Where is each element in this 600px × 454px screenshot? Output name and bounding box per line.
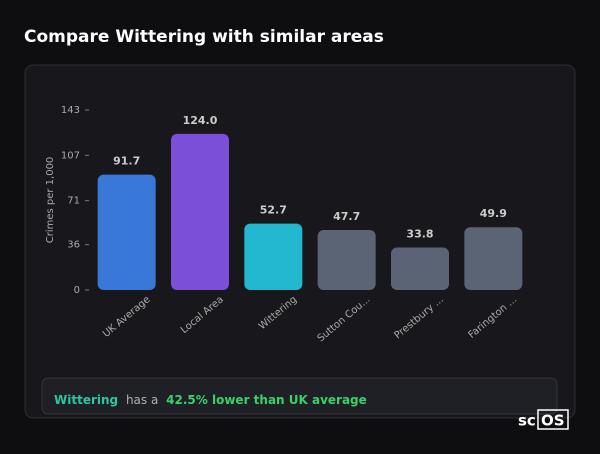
logo-suffix: OS [541, 412, 565, 430]
value-label: 91.7 [113, 155, 140, 168]
value-label: 124.0 [183, 114, 218, 127]
page-title: Compare Wittering with similar areas [24, 27, 384, 47]
bar [244, 223, 303, 290]
value-label: 47.7 [333, 210, 360, 223]
bar [97, 174, 156, 290]
value-label: 52.7 [260, 204, 287, 217]
insight-area: Wittering [54, 393, 118, 407]
y-tick-label: 107 [61, 150, 80, 161]
y-tick-label: 36 [67, 240, 80, 251]
value-label: 49.9 [480, 207, 507, 220]
value-label: 33.8 [406, 227, 433, 240]
bar [391, 247, 449, 290]
logo-prefix: sc [518, 412, 536, 430]
y-tick-label: 143 [61, 105, 80, 116]
bar [464, 227, 523, 290]
bar [317, 229, 376, 290]
insight: Wittering has a 42.5% lower than UK aver… [54, 393, 367, 407]
logo-box [537, 409, 569, 430]
insight-text: has a [126, 393, 158, 407]
insight-box [41, 377, 558, 415]
bar [171, 133, 229, 290]
y-axis-title: Crimes per 1,000 [45, 157, 56, 244]
y-tick-label: 0 [74, 285, 80, 296]
insight-highlight: 42.5% lower than UK average [166, 393, 367, 407]
y-tick-label: 71 [67, 196, 80, 207]
